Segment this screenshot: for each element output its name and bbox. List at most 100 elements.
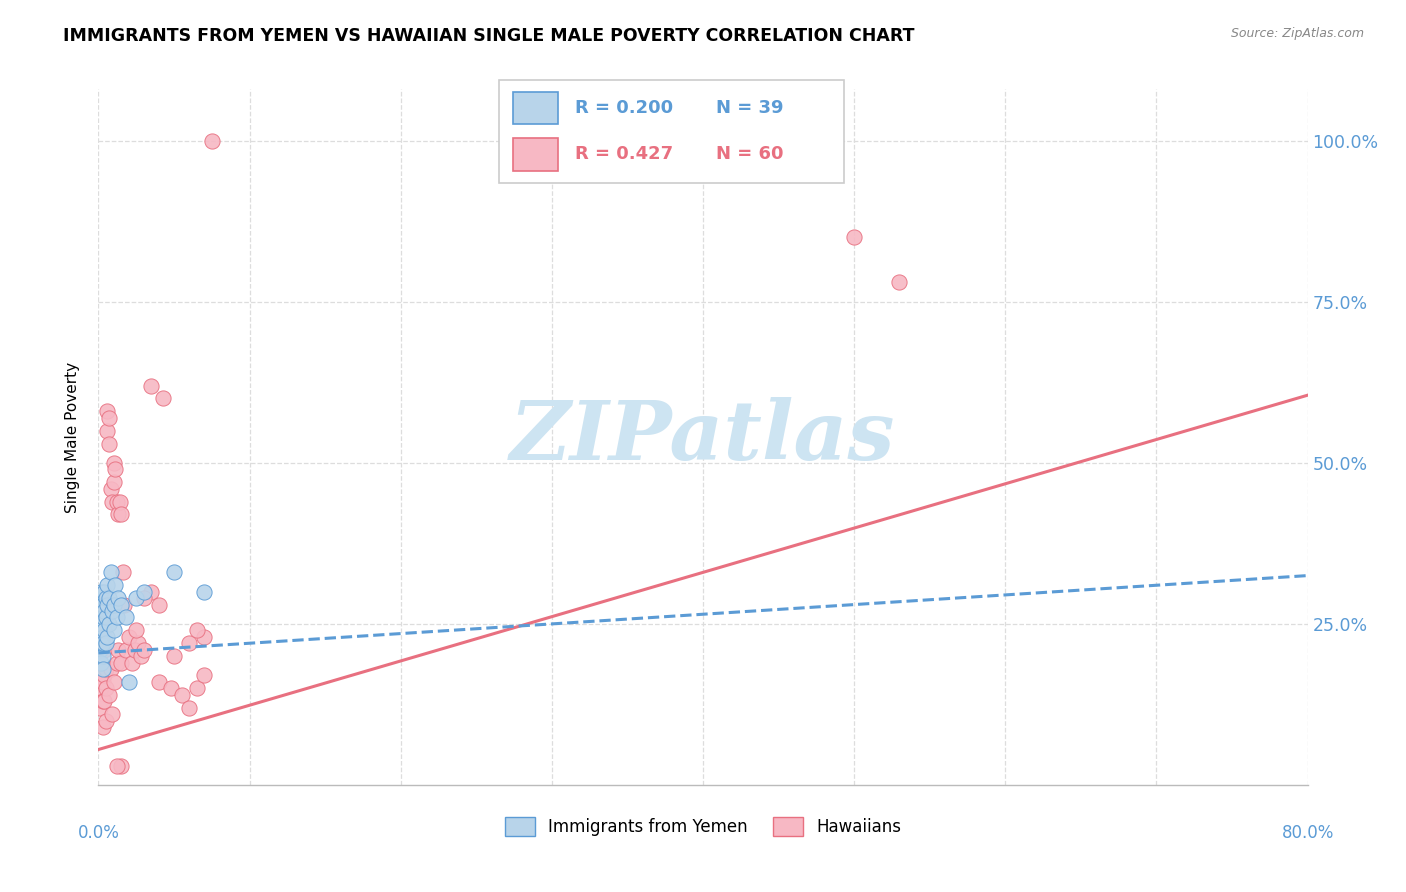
Point: [105, 656, 128, 670]
Point: [93, 604, 115, 618]
Point: [107, 508, 129, 522]
Text: N = 39: N = 39: [716, 100, 783, 118]
Point: [91, 662, 114, 676]
Point: [89, 642, 111, 657]
Point: [121, 656, 143, 670]
Point: [889, 276, 911, 290]
Point: [94, 714, 117, 728]
Point: [89, 700, 111, 714]
Point: [98, 436, 121, 450]
Point: [111, 566, 134, 580]
Point: [179, 700, 201, 714]
Point: [141, 584, 163, 599]
Text: 0.0%: 0.0%: [77, 824, 120, 842]
Point: [90, 681, 112, 696]
Point: [108, 494, 131, 508]
FancyBboxPatch shape: [513, 137, 558, 170]
FancyBboxPatch shape: [513, 92, 558, 124]
Point: [132, 584, 155, 599]
Point: [96, 598, 118, 612]
Point: [160, 681, 183, 696]
Point: [103, 475, 125, 490]
Point: [124, 642, 146, 657]
Point: [114, 642, 136, 657]
Point: [104, 578, 127, 592]
Point: [98, 616, 121, 631]
Point: [186, 624, 208, 638]
Point: [103, 624, 125, 638]
Point: [103, 674, 125, 689]
Point: [100, 662, 122, 676]
Point: [101, 604, 124, 618]
Point: [148, 674, 170, 689]
Point: [132, 591, 155, 606]
Point: [90, 636, 112, 650]
Point: [91, 720, 114, 734]
Point: [163, 566, 186, 580]
Point: [90, 642, 112, 657]
Point: [94, 591, 117, 606]
Point: [98, 591, 121, 606]
Text: ZIPatlas: ZIPatlas: [510, 397, 896, 477]
Point: [193, 584, 215, 599]
Point: [110, 656, 132, 670]
Text: IMMIGRANTS FROM YEMEN VS HAWAIIAN SINGLE MALE POVERTY CORRELATION CHART: IMMIGRANTS FROM YEMEN VS HAWAIIAN SINGLE…: [63, 27, 915, 45]
Point: [125, 591, 148, 606]
Point: [93, 642, 115, 657]
Point: [110, 758, 132, 772]
Point: [105, 494, 128, 508]
Point: [91, 649, 114, 664]
Point: [105, 758, 128, 772]
Point: [163, 649, 186, 664]
Point: [91, 636, 114, 650]
Point: [96, 630, 118, 644]
FancyBboxPatch shape: [499, 80, 844, 183]
Point: [112, 598, 135, 612]
Point: [129, 649, 152, 664]
Point: [98, 410, 121, 425]
Legend: Immigrants from Yemen, Hawaiians: Immigrants from Yemen, Hawaiians: [498, 810, 908, 843]
Point: [104, 462, 127, 476]
Point: [101, 707, 124, 722]
Point: [107, 591, 129, 606]
Point: [94, 681, 117, 696]
Point: [118, 674, 141, 689]
Point: [91, 630, 114, 644]
Point: [93, 584, 115, 599]
Point: [96, 404, 118, 418]
Point: [844, 230, 866, 244]
Point: [110, 508, 132, 522]
Point: [90, 598, 112, 612]
Point: [186, 681, 208, 696]
Point: [101, 494, 124, 508]
Point: [96, 424, 118, 438]
Point: [170, 688, 193, 702]
Point: [90, 656, 112, 670]
Point: [91, 694, 114, 708]
Point: [100, 482, 122, 496]
Point: [94, 662, 117, 676]
Text: N = 60: N = 60: [716, 145, 783, 162]
Point: [179, 636, 201, 650]
Point: [94, 636, 117, 650]
Text: R = 0.200: R = 0.200: [575, 100, 673, 118]
Point: [141, 378, 163, 392]
Text: 80.0%: 80.0%: [1281, 824, 1334, 842]
Point: [90, 616, 112, 631]
Point: [201, 134, 224, 148]
Point: [118, 630, 141, 644]
Point: [91, 598, 114, 612]
Text: Source: ZipAtlas.com: Source: ZipAtlas.com: [1230, 27, 1364, 40]
Point: [91, 674, 114, 689]
Point: [103, 456, 125, 470]
Point: [93, 694, 115, 708]
Point: [148, 598, 170, 612]
Point: [100, 566, 122, 580]
Point: [89, 662, 111, 676]
Point: [93, 624, 115, 638]
Point: [152, 392, 174, 406]
Point: [103, 598, 125, 612]
Point: [114, 610, 136, 624]
Point: [132, 642, 155, 657]
Point: [193, 668, 215, 682]
